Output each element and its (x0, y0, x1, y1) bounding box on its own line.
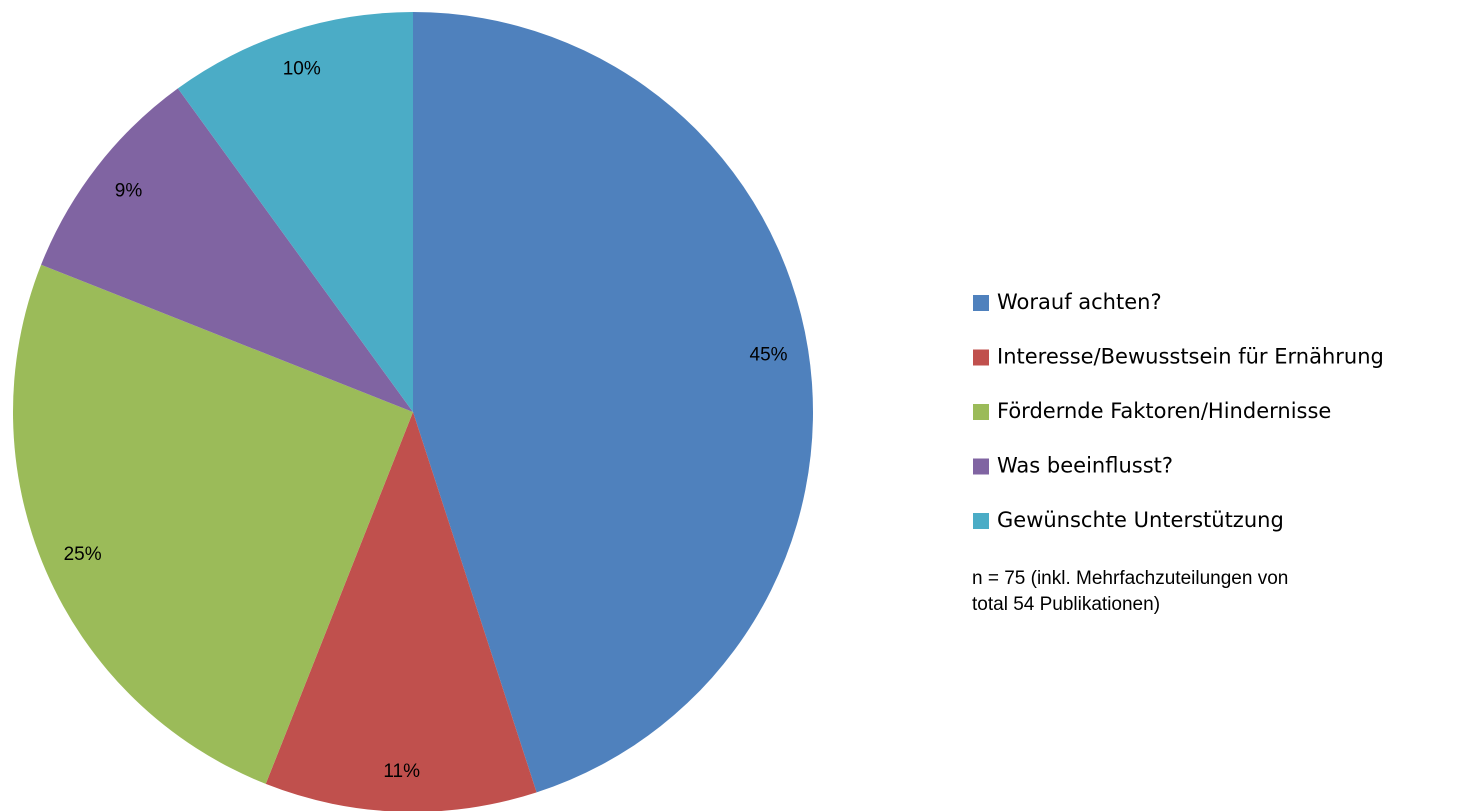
pie-slice (413, 12, 813, 793)
legend-label: Fördernde Faktoren/Hindernisse (997, 399, 1331, 423)
legend-label: Gewünschte Unterstützung (997, 508, 1284, 532)
pie-slice (265, 412, 537, 811)
legend-label: Worauf achten? (997, 290, 1162, 314)
legend-swatch (973, 295, 989, 311)
legend-label: Interesse/Bewusstsein für Ernährung (997, 345, 1384, 369)
data-label: 11% (383, 761, 420, 782)
data-label: 25% (64, 544, 102, 565)
pie-slice (13, 264, 414, 784)
data-label: 9% (115, 180, 143, 201)
legend-swatch (973, 513, 989, 529)
legend-swatch (973, 404, 989, 420)
pie-slice (41, 88, 413, 413)
legend-swatch (973, 458, 989, 475)
legend-swatch (973, 349, 989, 366)
legend-label: Was beeinflusst? (997, 454, 1173, 478)
pie-slice (177, 12, 413, 412)
data-label: 10% (283, 59, 321, 80)
data-label: 45% (750, 345, 788, 366)
annotation: n = 75 (inkl. Mehrfachzuteilungen von to… (972, 568, 1289, 615)
